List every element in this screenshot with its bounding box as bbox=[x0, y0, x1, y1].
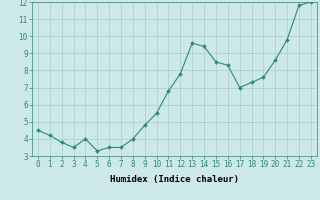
X-axis label: Humidex (Indice chaleur): Humidex (Indice chaleur) bbox=[110, 175, 239, 184]
